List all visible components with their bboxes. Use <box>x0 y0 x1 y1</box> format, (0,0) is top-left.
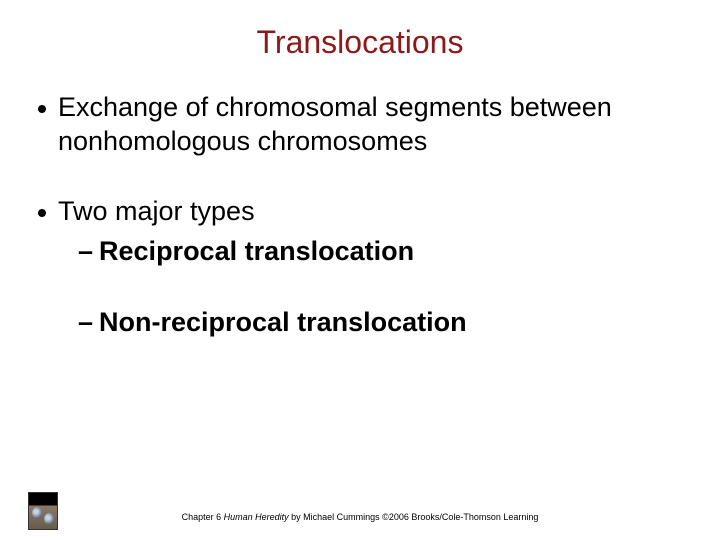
footer-citation: Chapter 6 Human Heredity by Michael Cumm… <box>0 512 720 522</box>
sub-list: – Reciprocal translocation – Non-recipro… <box>38 236 700 338</box>
dash-marker: – <box>78 307 93 338</box>
footer-italic: Human Heredity <box>224 512 289 522</box>
footer-suffix: by Michael Cummings ©2006 Brooks/Cole-Th… <box>289 512 539 522</box>
sub-item-2: – Non-reciprocal translocation <box>78 307 700 338</box>
bullet-marker <box>38 105 46 113</box>
footer-prefix: Chapter 6 <box>182 512 224 522</box>
sub-item-1: – Reciprocal translocation <box>78 236 700 267</box>
bullet-marker <box>38 209 46 217</box>
bullet-item-1: Exchange of chromosomal segments between… <box>38 91 700 159</box>
content-area: Exchange of chromosomal segments between… <box>0 91 720 338</box>
slide-title: Translocations <box>257 24 464 60</box>
bullet-text-2: Two major types <box>58 195 255 229</box>
dash-marker: – <box>78 236 93 267</box>
sub-text-1: Reciprocal translocation <box>99 236 414 267</box>
bullet-item-2: Two major types <box>38 195 700 229</box>
book-cover-icon <box>28 492 58 530</box>
sub-text-2: Non-reciprocal translocation <box>99 307 467 338</box>
bullet-text-1: Exchange of chromosomal segments between… <box>58 91 700 159</box>
